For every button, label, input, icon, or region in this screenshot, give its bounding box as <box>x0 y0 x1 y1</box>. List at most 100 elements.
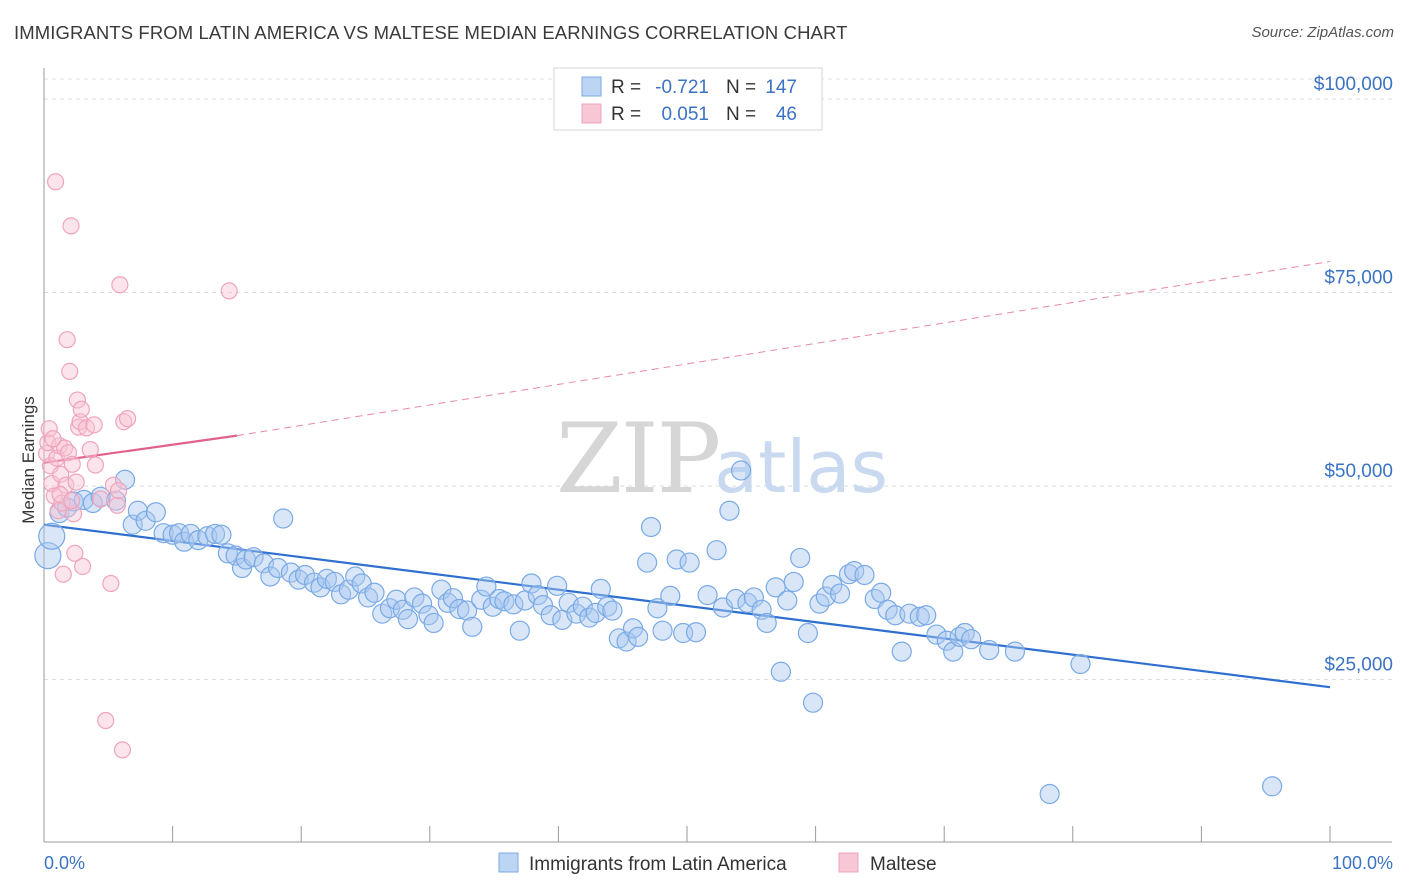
point-latin-america-114 <box>822 574 843 596</box>
point-maltese-28 <box>81 440 99 459</box>
bottom-legend-swatch-pink <box>838 852 859 873</box>
point-latin-america-61 <box>476 576 497 597</box>
bottom-legend: Immigrants from Latin America Maltese <box>498 852 937 875</box>
point-latin-america-118 <box>854 564 875 586</box>
point-latin-america-98 <box>719 500 740 521</box>
series-latin-america <box>34 460 1283 805</box>
point-latin-america-68 <box>521 573 542 594</box>
point-latin-america-125 <box>909 606 930 627</box>
point-latin-america-76 <box>572 596 593 617</box>
point-maltese-40 <box>220 282 238 300</box>
point-latin-america-87 <box>640 516 662 538</box>
legend-r-label-1: R = <box>611 77 641 98</box>
legend-n-value-1: 147 <box>765 77 797 98</box>
point-maltese-29 <box>85 416 103 434</box>
point-latin-america-47 <box>386 589 407 610</box>
point-latin-america-106 <box>770 661 791 682</box>
watermark: ZIP atlas <box>556 403 888 515</box>
point-maltese-41 <box>44 430 62 448</box>
point-latin-america-88 <box>647 598 668 619</box>
legend-n-value-2: 46 <box>776 104 797 125</box>
point-latin-america-133 <box>979 639 1000 661</box>
gridlines <box>44 78 1392 680</box>
point-latin-america-111 <box>802 692 824 713</box>
point-maltese-26 <box>73 557 92 576</box>
trend-line-latin-america <box>43 523 1331 689</box>
point-latin-america-60 <box>471 589 492 610</box>
point-latin-america-22 <box>211 524 232 545</box>
point-latin-america-136 <box>1070 653 1091 675</box>
point-maltese-34 <box>108 496 126 514</box>
point-maltese-20 <box>64 505 83 523</box>
point-maltese-22 <box>67 473 85 491</box>
point-maltese-21 <box>66 544 84 562</box>
point-latin-america-56 <box>442 588 464 609</box>
legend-swatch-pink <box>581 103 602 124</box>
point-latin-america-91 <box>666 549 687 570</box>
point-latin-america-94 <box>685 622 707 643</box>
point-latin-america-30 <box>267 557 289 579</box>
point-latin-america-85 <box>628 626 649 647</box>
point-latin-america-100 <box>730 460 752 481</box>
y-tick-label-1: $50,000 <box>1324 461 1393 482</box>
point-latin-america-54 <box>431 579 452 600</box>
point-latin-america-23 <box>217 543 238 564</box>
point-latin-america-59 <box>462 616 483 637</box>
point-latin-america-12 <box>135 510 156 531</box>
point-latin-america-115 <box>829 583 851 604</box>
point-latin-america-126 <box>916 605 937 626</box>
point-maltese-43 <box>63 492 81 510</box>
point-maltese-35 <box>109 482 128 500</box>
legend-r-value-2: 0.051 <box>661 104 709 125</box>
point-latin-america-48 <box>392 599 413 620</box>
point-latin-america-57 <box>449 598 470 620</box>
point-maltese-17 <box>61 362 79 381</box>
y-tick-label-3: $100,000 <box>1314 74 1393 95</box>
point-latin-america-69 <box>527 584 548 606</box>
point-maltese-44 <box>72 400 90 418</box>
point-latin-america-135 <box>1039 783 1060 805</box>
point-latin-america-11 <box>127 500 148 521</box>
point-maltese-12 <box>54 565 72 583</box>
point-maltese-23 <box>68 391 87 409</box>
point-latin-america-70 <box>532 595 554 616</box>
series-maltese <box>37 173 238 759</box>
bottom-legend-label-pink: Maltese <box>870 854 937 875</box>
point-latin-america-29 <box>260 566 281 587</box>
point-latin-america-95 <box>697 584 718 606</box>
point-maltese-2 <box>40 420 58 438</box>
y-tick-label-0: $25,000 <box>1324 654 1393 675</box>
point-latin-america-65 <box>503 594 524 615</box>
point-latin-america-9 <box>114 469 136 490</box>
chart-title: IMMIGRANTS FROM LATIN AMERICA VS MALTESE… <box>14 22 848 43</box>
legend-n-label-1: N = <box>726 77 756 98</box>
point-latin-america-13 <box>145 502 166 523</box>
point-latin-america-31 <box>273 508 294 529</box>
point-maltese-45 <box>86 456 105 474</box>
point-latin-america-123 <box>891 641 912 662</box>
y-tick-labels: $25,000 $50,000 $75,000 $100,000 <box>1314 74 1393 676</box>
point-latin-america-104 <box>756 612 777 634</box>
point-latin-america-66 <box>509 620 530 641</box>
point-latin-america-44 <box>364 582 385 603</box>
point-latin-america-108 <box>783 571 804 593</box>
point-latin-america-107 <box>777 590 798 611</box>
x-tick-label-min: 0.0% <box>44 853 85 873</box>
x-tick-label-max: 100.0% <box>1332 853 1393 873</box>
point-latin-america-27 <box>243 547 264 568</box>
point-latin-america-127 <box>926 624 947 645</box>
point-latin-america-1 <box>38 522 66 550</box>
point-latin-america-117 <box>844 560 865 582</box>
point-maltese-36 <box>111 276 129 294</box>
point-maltese-31 <box>97 711 115 730</box>
legend-r-value-1: -0.721 <box>655 77 709 98</box>
point-latin-america-21 <box>204 523 226 545</box>
point-latin-america-49 <box>397 608 419 630</box>
point-latin-america-71 <box>540 605 561 626</box>
point-latin-america-53 <box>423 612 444 634</box>
trend-line-maltese-dashed <box>236 261 1331 437</box>
point-maltese-32 <box>102 574 120 593</box>
point-latin-america-99 <box>725 588 746 610</box>
point-maltese-25 <box>71 413 89 431</box>
